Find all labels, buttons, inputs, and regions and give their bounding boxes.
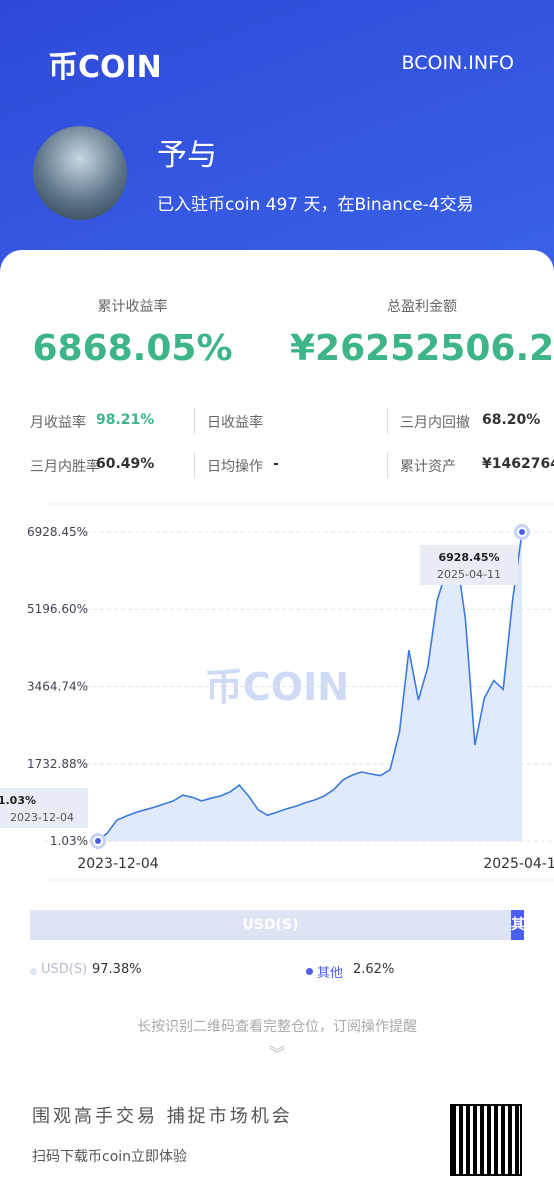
chevron: ︾ [268,1044,285,1063]
x-tick-label: 2023-12-04 [77,856,158,872]
divider [194,408,195,434]
chart: 币COIN 1.03%1732.88%3464.74%5196.60%6928.… [0,503,554,881]
profit-label: 总盈利金额 [387,299,457,315]
stat-label: 日收益率 [207,415,263,431]
stat-value: - [273,456,279,472]
user-description: 已入驻币coin 497 天，在Binance-4交易 [157,195,474,215]
tooltip [0,788,88,828]
stat-value: 98.21% [96,412,155,428]
logo: 币COIN [48,50,162,85]
legend-value: 97.38% [92,962,142,977]
stat-value: 60.49% [96,456,155,472]
stat-value: 68.20% [482,412,541,428]
tooltip-value: 1.03% [0,794,36,807]
tooltip-value: 6928.45% [438,551,499,564]
user-name: 予与 [157,138,217,173]
segment-label: 其他 [511,917,524,933]
return-label: 累计收益率 [97,299,168,315]
legend-value: 2.62% [353,962,395,977]
y-tick-label: 5196.60% [27,602,88,616]
divider [387,452,388,478]
slogan: 围观高手交易 捕捉市场机会 [32,1106,293,1127]
legend-name: USD(S) [41,962,88,977]
hint: 长按识别二维码查看完整仓位，订阅操作提醒 [137,1019,417,1035]
profit-value: ¥26252506.25 [290,328,554,369]
header: 币COIN BCOIN.INFO 予与 已入驻币coin 497 天，在Bina… [0,0,554,290]
legend-dot [306,968,313,975]
y-tick-label: 3464.74% [27,680,88,694]
return-value: 6868.05% [32,328,233,369]
cta: 扫码下载币coin立即体验 [32,1149,188,1165]
tooltip-date: 2025-04-11 [437,568,501,581]
stat-value: ¥1462764... [482,456,554,472]
highlight-point [93,836,103,846]
divider [194,452,195,478]
avatar [33,126,127,220]
allocation-segment: 其他 [511,910,524,940]
stat-label: 月收益率 [30,415,86,431]
stat-label: 日均操作 [207,459,263,475]
tooltip-date: 2023-12-04 [10,811,74,824]
qr-code [450,1104,522,1176]
legend-dot [30,968,37,975]
y-tick-label: 1.03% [50,834,88,848]
legend-name: 其他 [317,966,344,981]
area [98,532,522,841]
stat-label: 累计资产 [400,459,456,475]
x-tick-label: 2025-04-13 [483,856,554,872]
y-tick-label: 1732.88% [27,757,88,771]
divider [387,408,388,434]
stat-label: 三月内回撤 [400,415,470,431]
tooltip [420,545,518,585]
allocation-segment: USD(S) [30,910,512,940]
y-tick-label: 6928.45% [27,525,88,539]
site: BCOIN.INFO [401,52,514,74]
highlight-point [517,527,527,537]
segment-label: USD(S) [242,917,299,933]
stat-label: 三月内胜率 [30,459,100,475]
